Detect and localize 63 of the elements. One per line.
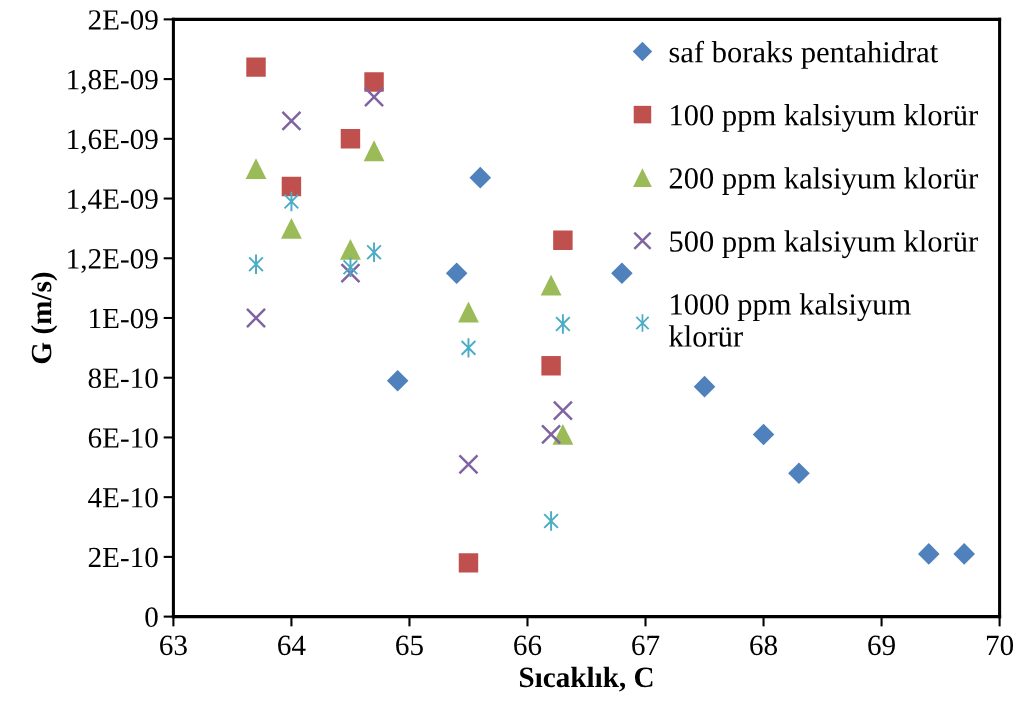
point	[953, 543, 975, 565]
point	[552, 400, 574, 421]
y-tick-label: 2E-09	[88, 10, 158, 30]
point	[364, 72, 384, 92]
point	[543, 511, 559, 531]
point	[363, 140, 385, 162]
point	[752, 423, 775, 446]
point	[458, 553, 479, 573]
legend-label: 1000 ppm kalsiyum klorür	[669, 293, 911, 347]
point	[541, 356, 561, 376]
point	[340, 129, 361, 149]
point	[281, 176, 302, 197]
point	[555, 314, 571, 334]
point	[540, 274, 562, 296]
point	[340, 238, 361, 260]
point	[245, 158, 267, 180]
y-tick-label: 1,6E-09	[68, 129, 158, 154]
point	[552, 424, 574, 445]
point	[917, 543, 940, 565]
point	[245, 307, 267, 329]
point	[340, 262, 361, 284]
x-tick-label: 66	[514, 635, 542, 656]
y-tick-label: 1E-09	[90, 308, 158, 329]
legend-label: 100 ppm kalsiyum klorür	[671, 104, 978, 132]
x-tick-label: 65	[396, 635, 423, 656]
y-tick-label: 1,8E-09	[68, 69, 158, 94]
point	[281, 217, 302, 239]
x-tick-label: 70	[986, 635, 1014, 656]
point	[458, 301, 479, 323]
point	[342, 257, 359, 277]
point	[366, 242, 382, 263]
x-tick-label: 64	[278, 635, 306, 656]
y-tick-label: 0	[145, 607, 158, 628]
legend-label: 500 ppm kalsiyum klorür	[670, 230, 978, 259]
legend-label: saf boraks pentahidrat	[669, 40, 939, 69]
point	[540, 424, 562, 445]
point	[611, 262, 633, 284]
point	[693, 375, 716, 398]
x-tick-label: 69	[868, 635, 895, 656]
point	[460, 338, 477, 358]
point	[445, 262, 468, 284]
x-tick-label: 67	[632, 635, 660, 656]
y-axis-title: G (m/s)	[30, 272, 58, 364]
y-tick-label: 1,4E-09	[68, 189, 158, 214]
legend-label: 200 ppm kalsiyum klorür	[669, 167, 978, 196]
point	[246, 57, 266, 77]
point	[458, 454, 479, 475]
y-tick-label: 2E-10	[88, 547, 158, 568]
y-tick-label: 8E-10	[88, 368, 158, 389]
point	[469, 166, 492, 189]
y-tick-label: 1,2E-09	[68, 248, 158, 273]
point	[386, 369, 409, 392]
x-tick-label: 68	[750, 635, 778, 656]
point	[788, 462, 810, 485]
point	[281, 110, 302, 132]
x-axis-title: Sıcaklık, C	[519, 666, 653, 692]
point	[363, 86, 385, 108]
point	[283, 191, 299, 212]
x-tick-label: 63	[160, 635, 187, 656]
point	[553, 230, 573, 251]
point	[248, 254, 264, 274]
y-tick-label: 6E-10	[88, 428, 158, 448]
y-tick-label: 4E-10	[88, 487, 158, 508]
